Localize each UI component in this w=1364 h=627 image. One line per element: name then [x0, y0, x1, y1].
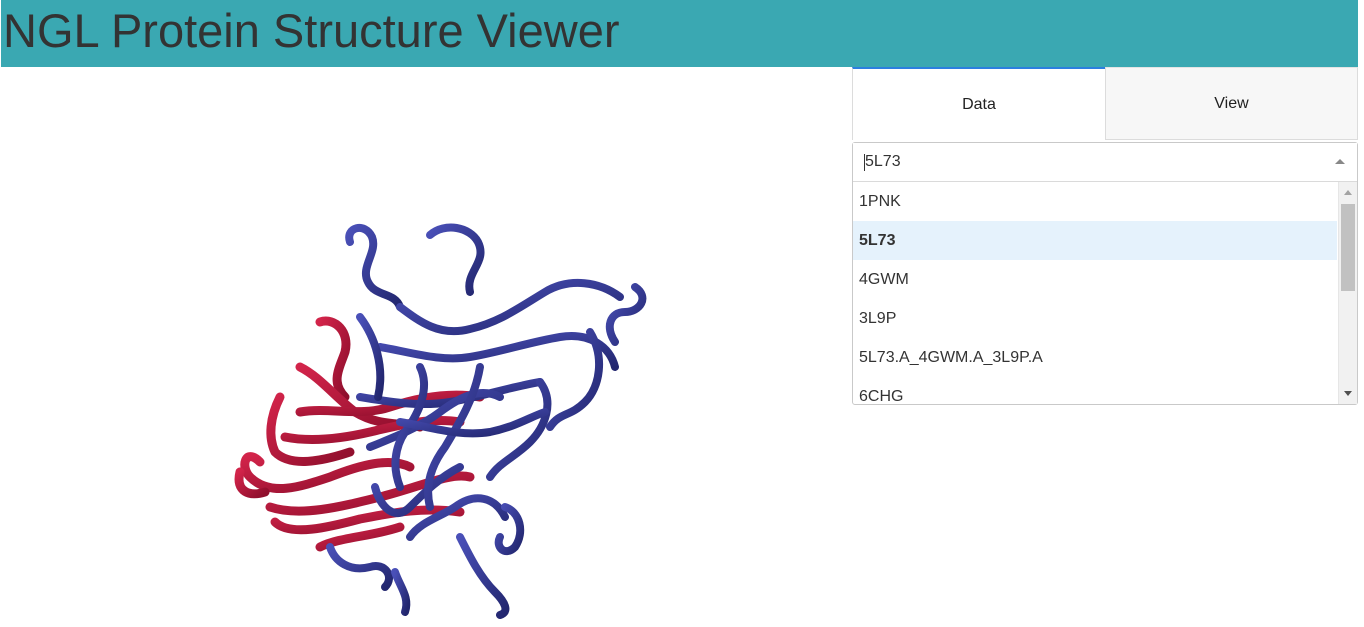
chevron-up-icon[interactable]	[1335, 159, 1345, 164]
text-cursor	[864, 154, 865, 171]
triangle-down-icon[interactable]	[1344, 391, 1352, 396]
panel-tabs: Data View	[852, 67, 1358, 141]
options-scrollbar[interactable]	[1338, 182, 1357, 404]
option-6chg[interactable]: 6CHG	[859, 388, 904, 404]
protein-ribbon-render[interactable]	[0, 67, 850, 627]
tab-data[interactable]: Data	[852, 67, 1105, 140]
chain-b-ribbon	[234, 316, 485, 552]
structure-select[interactable]: 5L73 1PNK 5L73 4GWM 3L9P 5L73.A_4GWM.A_3…	[852, 142, 1358, 405]
chain-a-ribbon	[326, 223, 647, 619]
scrollbar-thumb[interactable]	[1341, 204, 1355, 291]
option-1pnk[interactable]: 1PNK	[859, 193, 901, 210]
structure-viewer-canvas[interactable]	[0, 67, 850, 627]
option-5l73-4gwm-3l9p[interactable]: 5L73.A_4GWM.A_3L9P.A	[859, 349, 1043, 366]
structure-options-list: 1PNK 5L73 4GWM 3L9P 5L73.A_4GWM.A_3L9P.A…	[853, 182, 1357, 404]
page-title: NGL Protein Structure Viewer	[3, 4, 620, 57]
option-4gwm[interactable]: 4GWM	[859, 271, 909, 288]
app-header: NGL Protein Structure Viewer	[1, 0, 1358, 67]
triangle-up-icon[interactable]	[1344, 190, 1352, 195]
option-5l73[interactable]: 5L73	[853, 221, 1337, 260]
structure-select-input[interactable]: 5L73	[853, 143, 1357, 182]
option-3l9p[interactable]: 3L9P	[859, 310, 897, 327]
tab-view[interactable]: View	[1105, 67, 1358, 140]
structure-select-value: 5L73	[865, 153, 901, 170]
